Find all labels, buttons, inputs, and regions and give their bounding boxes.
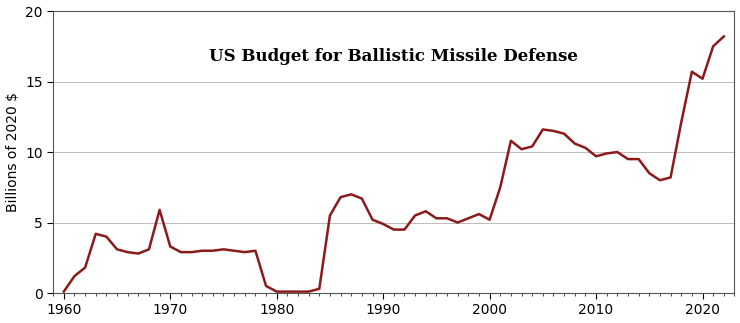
Text: US Budget for Ballistic Missile Defense: US Budget for Ballistic Missile Defense <box>209 48 578 65</box>
Y-axis label: Billions of 2020 $: Billions of 2020 $ <box>6 92 19 212</box>
